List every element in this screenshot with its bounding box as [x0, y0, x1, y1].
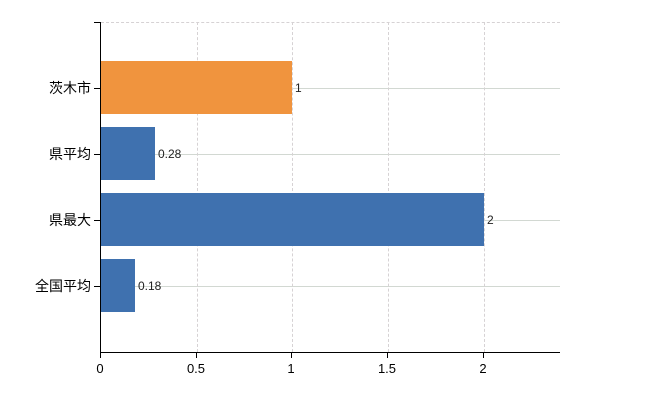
plot-top-border — [101, 22, 560, 23]
horizontal-gridline — [101, 154, 560, 155]
y-axis-category-label: 県平均 — [49, 146, 91, 162]
horizontal-gridline — [101, 88, 560, 89]
y-axis-tick — [94, 88, 100, 89]
x-axis-tick — [100, 353, 101, 358]
horizontal-gridline — [101, 286, 560, 287]
y-axis-tick — [94, 154, 100, 155]
vertical-gridline — [388, 22, 389, 352]
x-axis-tick-label: 0 — [96, 361, 104, 376]
y-axis-category-label: 茨木市 — [49, 80, 91, 96]
bar-value-label: 0.28 — [158, 147, 182, 161]
bar-value-label: 2 — [487, 213, 494, 227]
x-axis-tick — [291, 353, 292, 358]
x-axis-tick-label: 1 — [287, 361, 295, 376]
bar-1 — [101, 127, 155, 180]
x-axis-tick-label: 2 — [479, 361, 487, 376]
x-axis-tick — [196, 353, 197, 358]
x-axis-tick — [387, 353, 388, 358]
bar-value-label: 1 — [295, 81, 302, 95]
x-axis-tick — [483, 353, 484, 358]
bar-3 — [101, 259, 135, 312]
vertical-gridline — [197, 22, 198, 352]
vertical-gridline — [292, 22, 293, 352]
bar-2 — [101, 193, 484, 246]
y-axis-tick — [94, 220, 100, 221]
y-axis-top-tick — [94, 22, 100, 23]
vertical-gridline — [484, 22, 485, 352]
y-axis-category-label: 全国平均 — [35, 278, 91, 294]
x-axis-tick-label: 1.5 — [377, 361, 397, 376]
bar-0 — [101, 61, 292, 114]
x-axis-tick-label: 0.5 — [186, 361, 206, 376]
y-axis-tick — [94, 286, 100, 287]
bar-value-label: 0.18 — [138, 279, 162, 293]
plot-area: 1 0.28 2 0.18 — [100, 22, 560, 353]
y-axis-category-label: 県最大 — [49, 212, 91, 228]
